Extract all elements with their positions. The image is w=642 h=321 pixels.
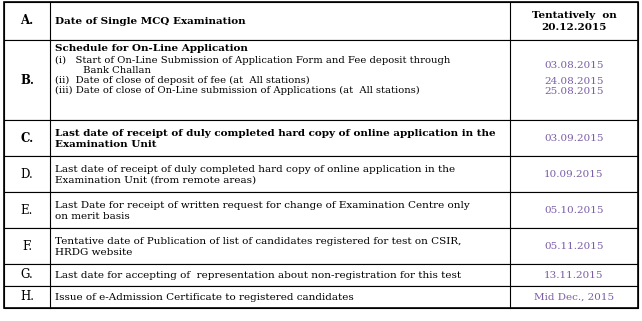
Text: (ii)  Date of close of deposit of fee (at  All stations): (ii) Date of close of deposit of fee (at… xyxy=(55,76,309,85)
Text: Bank Challan: Bank Challan xyxy=(55,66,151,75)
Text: Last date of receipt of duly completed hard copy of online application in the: Last date of receipt of duly completed h… xyxy=(55,165,455,174)
Text: H.: H. xyxy=(20,291,34,303)
Bar xyxy=(4,2,638,40)
Text: F.: F. xyxy=(22,239,32,253)
Text: 03.08.2015: 03.08.2015 xyxy=(544,62,603,71)
Text: (iii) Date of close of On-Line submission of Applications (at  All stations): (iii) Date of close of On-Line submissio… xyxy=(55,86,420,95)
Bar xyxy=(4,264,638,286)
Text: Schedule for On-Line Application: Schedule for On-Line Application xyxy=(55,44,248,53)
Text: 05.11.2015: 05.11.2015 xyxy=(544,242,603,251)
Text: 10.09.2015: 10.09.2015 xyxy=(544,170,603,179)
Text: 03.09.2015: 03.09.2015 xyxy=(544,134,603,143)
Text: E.: E. xyxy=(21,204,33,216)
Bar xyxy=(4,228,638,264)
Text: Last date for accepting of  representation about non-registration for this test: Last date for accepting of representatio… xyxy=(55,272,461,281)
Text: Mid Dec., 2015: Mid Dec., 2015 xyxy=(534,293,614,302)
Text: 05.10.2015: 05.10.2015 xyxy=(544,206,603,215)
Bar xyxy=(4,40,638,120)
Text: 24.08.2015: 24.08.2015 xyxy=(544,76,603,85)
Text: Tentative date of Publication of list of candidates registered for test on CSIR,: Tentative date of Publication of list of… xyxy=(55,237,462,246)
Text: HRDG website: HRDG website xyxy=(55,248,132,257)
Text: on merit basis: on merit basis xyxy=(55,212,130,221)
Text: Last date of receipt of duly completed hard copy of online application in the: Last date of receipt of duly completed h… xyxy=(55,129,496,138)
Bar xyxy=(4,120,638,156)
Text: 25.08.2015: 25.08.2015 xyxy=(544,86,603,96)
Text: Tentatively  on: Tentatively on xyxy=(532,11,616,20)
Text: D.: D. xyxy=(21,168,33,180)
Text: Issue of e-Admission Certificate to registered candidates: Issue of e-Admission Certificate to regi… xyxy=(55,293,354,302)
Text: C.: C. xyxy=(21,132,33,144)
Bar xyxy=(4,286,638,308)
Text: Date of Single MCQ Examination: Date of Single MCQ Examination xyxy=(55,18,246,27)
Text: 20.12.2015: 20.12.2015 xyxy=(541,23,607,32)
Text: (i)   Start of On-Line Submission of Application Form and Fee deposit through: (i) Start of On-Line Submission of Appli… xyxy=(55,56,451,65)
Bar xyxy=(4,156,638,192)
Text: B.: B. xyxy=(20,74,34,86)
Text: Last Date for receipt of written request for change of Examination Centre only: Last Date for receipt of written request… xyxy=(55,201,470,210)
Text: Examination Unit (from remote areas): Examination Unit (from remote areas) xyxy=(55,176,256,185)
Text: G.: G. xyxy=(21,268,33,282)
Text: A.: A. xyxy=(21,14,33,28)
Text: 13.11.2015: 13.11.2015 xyxy=(544,271,603,280)
Text: Examination Unit: Examination Unit xyxy=(55,140,157,149)
Bar xyxy=(4,192,638,228)
